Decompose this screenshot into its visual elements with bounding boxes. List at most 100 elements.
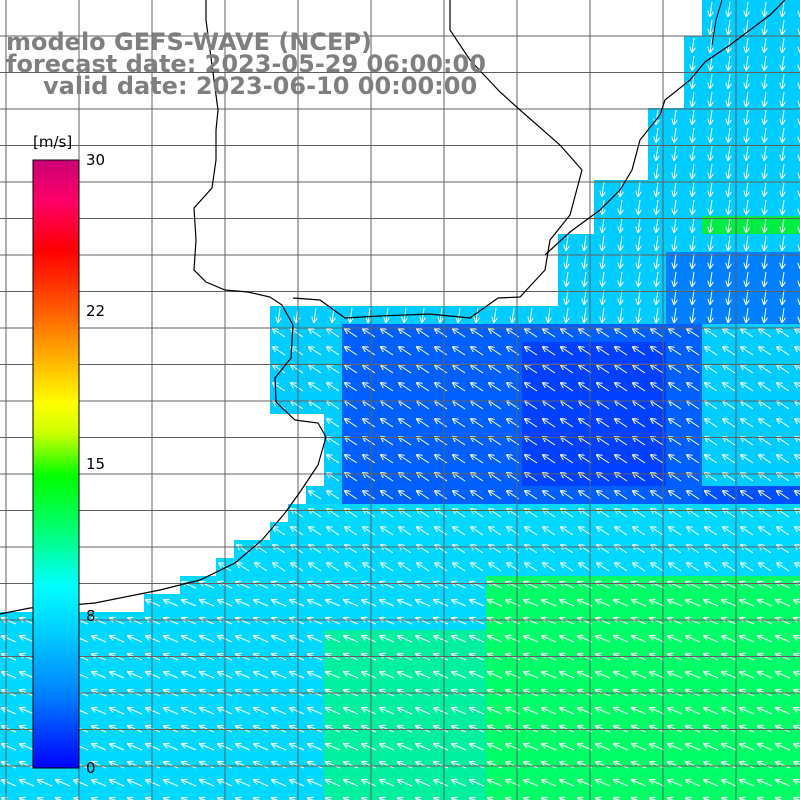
wind-arrow: [728, 181, 730, 196]
wind-arrow: [453, 545, 466, 554]
wind-arrow: [273, 527, 286, 536]
wind-arrow: [777, 491, 790, 500]
wind-arrow: [656, 181, 658, 196]
wind-arrow: [543, 383, 556, 392]
wind-arrow: [345, 563, 358, 572]
wind-arrow: [651, 401, 664, 410]
wind-arrow: [525, 491, 538, 500]
colorbar-tick-0: 0: [86, 759, 96, 777]
wind-cell: [792, 450, 800, 468]
wind-arrow: [399, 401, 412, 410]
wind-arrow: [525, 365, 538, 374]
wind-arrow: [453, 437, 466, 446]
wind-arrow: [705, 455, 718, 464]
wind-arrow: [656, 217, 658, 232]
wind-arrow: [273, 545, 286, 554]
wind-arrow: [710, 19, 712, 34]
wind-arrow: [728, 307, 730, 322]
wind-arrow: [309, 329, 322, 338]
wind-arrow: [687, 365, 700, 374]
wind-arrow: [489, 491, 502, 500]
wind-arrow: [674, 181, 676, 196]
wind-arrow: [759, 455, 772, 464]
wind-cell: [792, 216, 800, 234]
wind-arrow: [746, 109, 748, 124]
wind-arrow: [615, 383, 628, 392]
wind-arrow: [237, 545, 250, 554]
wind-cell: [792, 360, 800, 378]
wind-arrow: [561, 401, 574, 410]
wind-cell: [792, 288, 800, 306]
wind-arrow: [777, 401, 790, 410]
wind-arrow: [795, 365, 800, 373]
wind-arrow: [782, 307, 784, 322]
wind-arrow: [710, 271, 712, 286]
wind-arrow: [674, 253, 676, 268]
wind-arrow: [728, 55, 730, 70]
wind-arrow: [525, 347, 538, 356]
wind-arrow: [782, 19, 784, 34]
wind-arrow: [782, 163, 784, 178]
wind-arrow: [638, 289, 640, 304]
wind-arrow: [687, 419, 700, 428]
wind-arrow: [692, 199, 694, 214]
wind-arrow: [741, 527, 754, 536]
wind-arrow: [579, 401, 592, 410]
wind-arrow: [363, 365, 376, 374]
wind-arrow: [327, 491, 340, 500]
wind-arrow: [687, 455, 700, 464]
wind-arrow: [710, 109, 712, 124]
wind-arrow: [759, 419, 772, 428]
wind-arrow: [381, 527, 394, 536]
wind-arrow: [453, 401, 466, 410]
wind-arrow: [728, 1, 730, 16]
wind-arrow: [651, 365, 664, 374]
wind-arrow: [728, 19, 730, 34]
wind-arrow: [309, 347, 322, 356]
wind-arrow: [363, 545, 376, 554]
wind-arrow: [651, 491, 664, 500]
wind-arrow: [782, 37, 784, 52]
wind-arrow: [615, 437, 628, 446]
wind-arrow: [489, 401, 502, 410]
wind-arrow: [453, 419, 466, 428]
wind-arrow: [705, 527, 718, 536]
wind-arrow: [764, 271, 766, 286]
wind-arrow: [525, 401, 538, 410]
wind-arrow: [381, 347, 394, 356]
wind-arrow: [255, 563, 268, 572]
wind-arrow: [417, 383, 430, 392]
wind-arrow: [566, 289, 568, 304]
wind-arrow: [579, 383, 592, 392]
wind-arrow: [795, 455, 800, 463]
wind-arrow: [782, 145, 784, 160]
wind-arrow: [764, 235, 766, 250]
wind-arrow: [615, 419, 628, 428]
wind-arrow: [669, 347, 682, 356]
wind-arrow: [435, 347, 448, 356]
wind-arrow: [782, 271, 784, 286]
wind-arrow: [363, 563, 376, 572]
wind-arrow: [656, 271, 658, 286]
title-valid-date: valid date: 2023-06-10 00:00:00: [43, 72, 478, 100]
colorbar-scale: [32, 159, 80, 769]
wind-arrow: [579, 365, 592, 374]
wind-cell: [792, 234, 800, 252]
wind-arrow: [620, 235, 622, 250]
wind-arrow: [561, 365, 574, 374]
wind-arrow: [764, 145, 766, 160]
wind-arrow: [692, 235, 694, 250]
wind-arrow: [723, 365, 736, 374]
wind-arrow: [705, 329, 718, 338]
wind-arrow: [728, 109, 730, 124]
wind-arrow: [705, 383, 718, 392]
wind-arrow: [782, 127, 784, 142]
wind-arrow: [615, 401, 628, 410]
wind-arrow: [309, 563, 322, 572]
wind-arrow: [674, 271, 676, 286]
wind-arrow: [764, 181, 766, 196]
wind-arrow: [782, 199, 784, 214]
wind-arrow: [399, 455, 412, 464]
wind-arrow: [417, 455, 430, 464]
